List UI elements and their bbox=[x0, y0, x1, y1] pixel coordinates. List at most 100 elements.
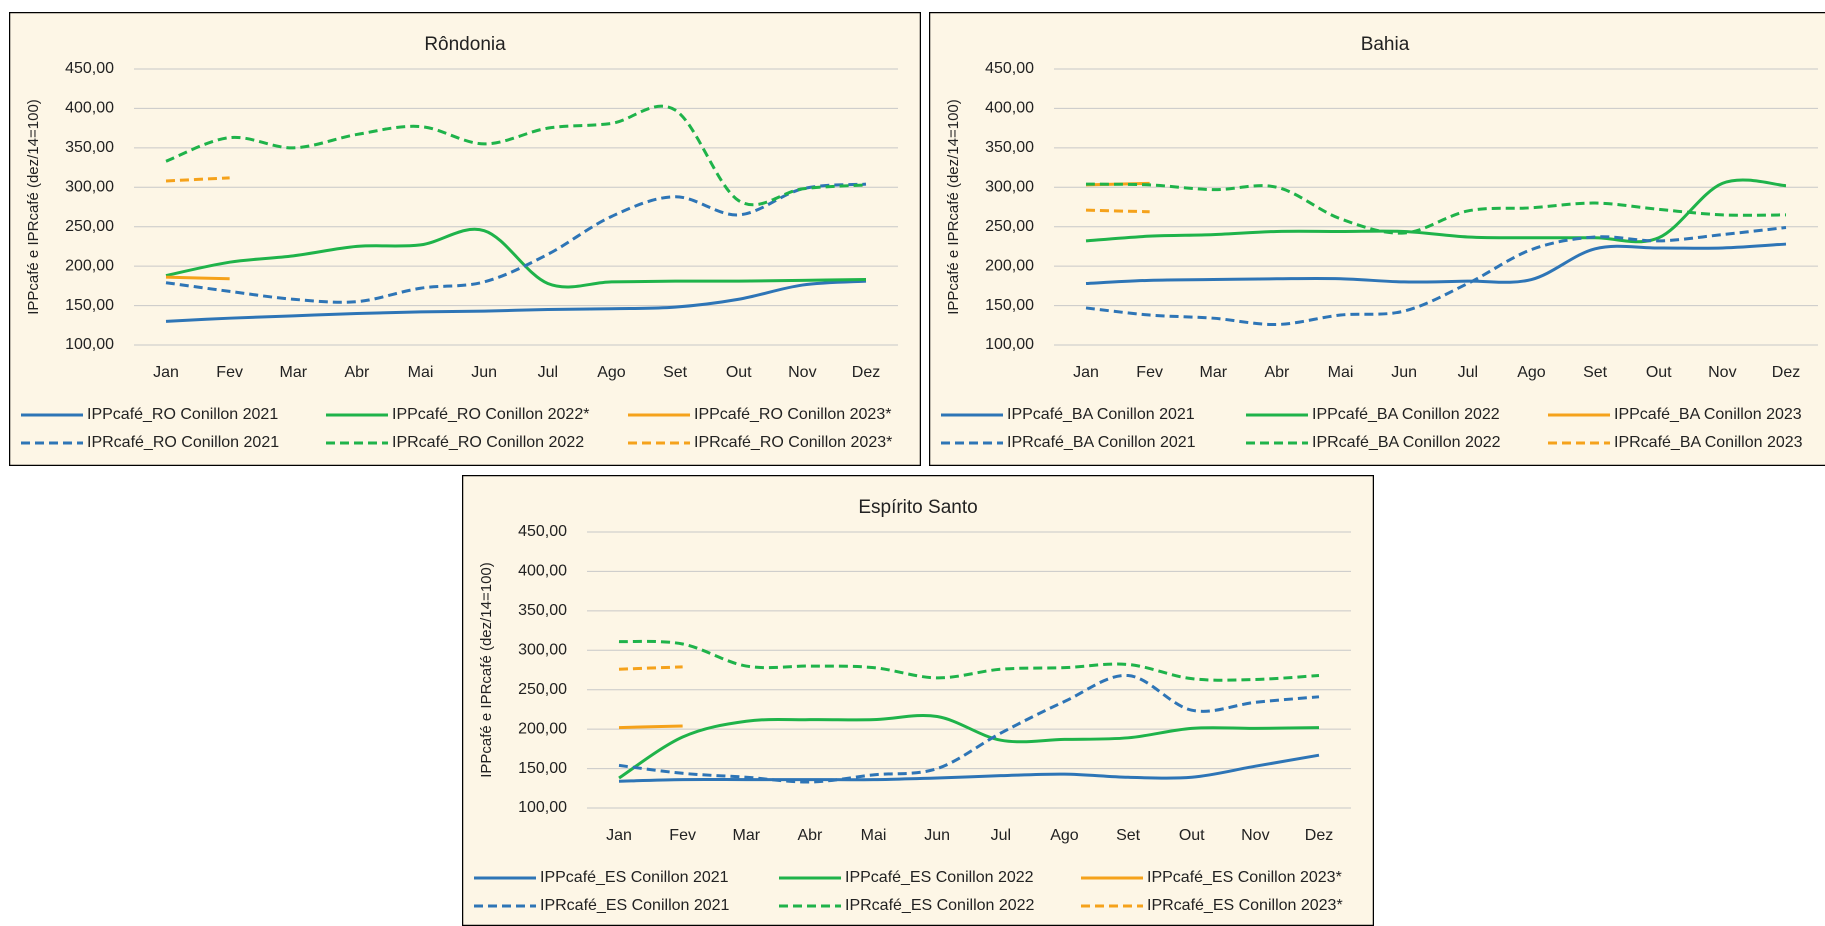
legend-label: IPRcafé_ES Conillon 2021 bbox=[540, 897, 730, 914]
x-tick-label: Fev bbox=[669, 827, 696, 844]
y-tick-label: 200,00 bbox=[985, 257, 1034, 274]
y-tick-label: 450,00 bbox=[985, 60, 1034, 77]
y-axis-title: IPPcafé e IPRcafé (dez/14=100) bbox=[25, 99, 42, 315]
legend-label: IPRcafé_ES Conillon 2023* bbox=[1147, 897, 1343, 914]
x-tick-label: Out bbox=[1646, 364, 1672, 381]
y-tick-label: 450,00 bbox=[65, 60, 114, 77]
y-tick-label: 300,00 bbox=[985, 179, 1034, 196]
y-tick-label: 350,00 bbox=[65, 139, 114, 156]
y-tick-label: 100,00 bbox=[65, 336, 114, 353]
y-tick-label: 350,00 bbox=[985, 139, 1034, 156]
legend-label: IPPcafé_BA Conillon 2021 bbox=[1007, 406, 1195, 423]
y-tick-label: 150,00 bbox=[985, 297, 1034, 314]
x-tick-label: Jun bbox=[471, 364, 497, 381]
x-tick-label: Dez bbox=[852, 364, 880, 381]
x-tick-label: Jul bbox=[538, 364, 558, 381]
y-tick-label: 250,00 bbox=[985, 218, 1034, 235]
chart-panel: Espírito Santo IPPcafé e IPRcafé (dez/14=… bbox=[462, 475, 1374, 926]
y-tick-label: 200,00 bbox=[518, 720, 567, 737]
y-tick-label: 350,00 bbox=[518, 602, 567, 619]
series-line bbox=[618, 753, 1320, 783]
legend-label: IPRcafé_BA Conillon 2022 bbox=[1312, 434, 1501, 451]
legend-label: IPRcafé_RO Conillon 2023* bbox=[694, 434, 892, 451]
y-tick-label: 300,00 bbox=[65, 179, 114, 196]
y-tick-label: 400,00 bbox=[518, 563, 567, 580]
legend-label: IPPcafé_RO Conillon 2021 bbox=[87, 406, 278, 423]
legend-label: IPPcafé_BA Conillon 2023 bbox=[1614, 406, 1802, 423]
x-tick-label: Fev bbox=[216, 364, 243, 381]
y-tick-label: 250,00 bbox=[518, 681, 567, 698]
chart-panel: Bahia IPPcafé e IPRcafé (dez/14=100) 100,0… bbox=[929, 12, 1825, 466]
legend-label: IPRcafé_BA Conillon 2023 bbox=[1614, 434, 1803, 451]
series-line bbox=[165, 279, 867, 323]
series-line bbox=[1085, 178, 1787, 244]
x-tick-label: Nov bbox=[1241, 827, 1269, 844]
x-tick-label: Dez bbox=[1305, 827, 1333, 844]
legend-label: IPPcafé_RO Conillon 2023* bbox=[694, 406, 891, 423]
series-line bbox=[165, 275, 230, 281]
x-tick-label: Set bbox=[1116, 827, 1141, 844]
y-tick-label: 450,00 bbox=[518, 523, 567, 540]
x-tick-label: Nov bbox=[1708, 364, 1736, 381]
chart-background bbox=[9, 12, 921, 466]
x-tick-label: Ago bbox=[1050, 827, 1079, 844]
chart-title: Espírito Santo bbox=[858, 497, 977, 518]
series-line bbox=[618, 639, 1320, 682]
legend-label: IPPcafé_ES Conillon 2022 bbox=[845, 869, 1034, 886]
x-tick-label: Out bbox=[726, 364, 752, 381]
x-tick-label: Mar bbox=[1199, 364, 1227, 381]
legend-label: IPRcafé_ES Conillon 2022 bbox=[845, 897, 1035, 914]
series-line bbox=[1085, 182, 1787, 235]
legend-label: IPRcafé_BA Conillon 2021 bbox=[1007, 434, 1196, 451]
x-tick-label: Jan bbox=[606, 827, 632, 844]
x-tick-label: Mai bbox=[1328, 364, 1354, 381]
y-tick-label: 200,00 bbox=[65, 257, 114, 274]
series-line bbox=[1085, 242, 1787, 285]
x-tick-label: Jun bbox=[1391, 364, 1417, 381]
series-line bbox=[165, 227, 867, 289]
x-tick-label: Fev bbox=[1136, 364, 1163, 381]
x-tick-label: Mai bbox=[408, 364, 434, 381]
chart-background bbox=[462, 475, 1374, 926]
x-tick-label: Set bbox=[663, 364, 688, 381]
y-tick-label: 150,00 bbox=[518, 760, 567, 777]
x-tick-label: Abr bbox=[1264, 364, 1290, 381]
series-line bbox=[1085, 226, 1787, 326]
legend-label: IPPcafé_ES Conillon 2023* bbox=[1147, 869, 1342, 886]
y-tick-label: 400,00 bbox=[65, 100, 114, 117]
x-tick-label: Abr bbox=[797, 827, 823, 844]
x-tick-label: Mar bbox=[279, 364, 307, 381]
series-line bbox=[618, 674, 1320, 784]
y-tick-label: 300,00 bbox=[518, 642, 567, 659]
chart-title: Rôndonia bbox=[424, 34, 506, 55]
series-line bbox=[618, 665, 683, 671]
x-tick-label: Jun bbox=[924, 827, 950, 844]
x-tick-label: Jul bbox=[1458, 364, 1478, 381]
x-tick-label: Mar bbox=[732, 827, 760, 844]
x-tick-label: Nov bbox=[788, 364, 816, 381]
series-line bbox=[165, 104, 867, 207]
x-tick-label: Ago bbox=[597, 364, 626, 381]
chart-panel: Rôndonia IPPcafé e IPRcafé (dez/14=100) 10… bbox=[9, 12, 921, 466]
y-axis-title: IPPcafé e IPRcafé (dez/14=100) bbox=[478, 562, 495, 778]
y-tick-label: 100,00 bbox=[985, 336, 1034, 353]
x-tick-label: Set bbox=[1583, 364, 1608, 381]
legend-label: IPPcafé_RO Conillon 2022* bbox=[392, 406, 589, 423]
series-line bbox=[165, 182, 867, 304]
y-tick-label: 150,00 bbox=[65, 297, 114, 314]
x-tick-label: Jan bbox=[1073, 364, 1099, 381]
chart-title: Bahia bbox=[1361, 34, 1410, 55]
y-tick-label: 250,00 bbox=[65, 218, 114, 235]
legend-label: IPPcafé_BA Conillon 2022 bbox=[1312, 406, 1500, 423]
series-line bbox=[618, 713, 1320, 780]
x-tick-label: Ago bbox=[1517, 364, 1546, 381]
x-tick-label: Dez bbox=[1772, 364, 1800, 381]
x-tick-label: Jan bbox=[153, 364, 179, 381]
x-tick-label: Out bbox=[1179, 827, 1205, 844]
series-line bbox=[1085, 208, 1150, 214]
y-tick-label: 400,00 bbox=[985, 100, 1034, 117]
x-tick-label: Mai bbox=[861, 827, 887, 844]
legend-label: IPPcafé_ES Conillon 2021 bbox=[540, 869, 729, 886]
